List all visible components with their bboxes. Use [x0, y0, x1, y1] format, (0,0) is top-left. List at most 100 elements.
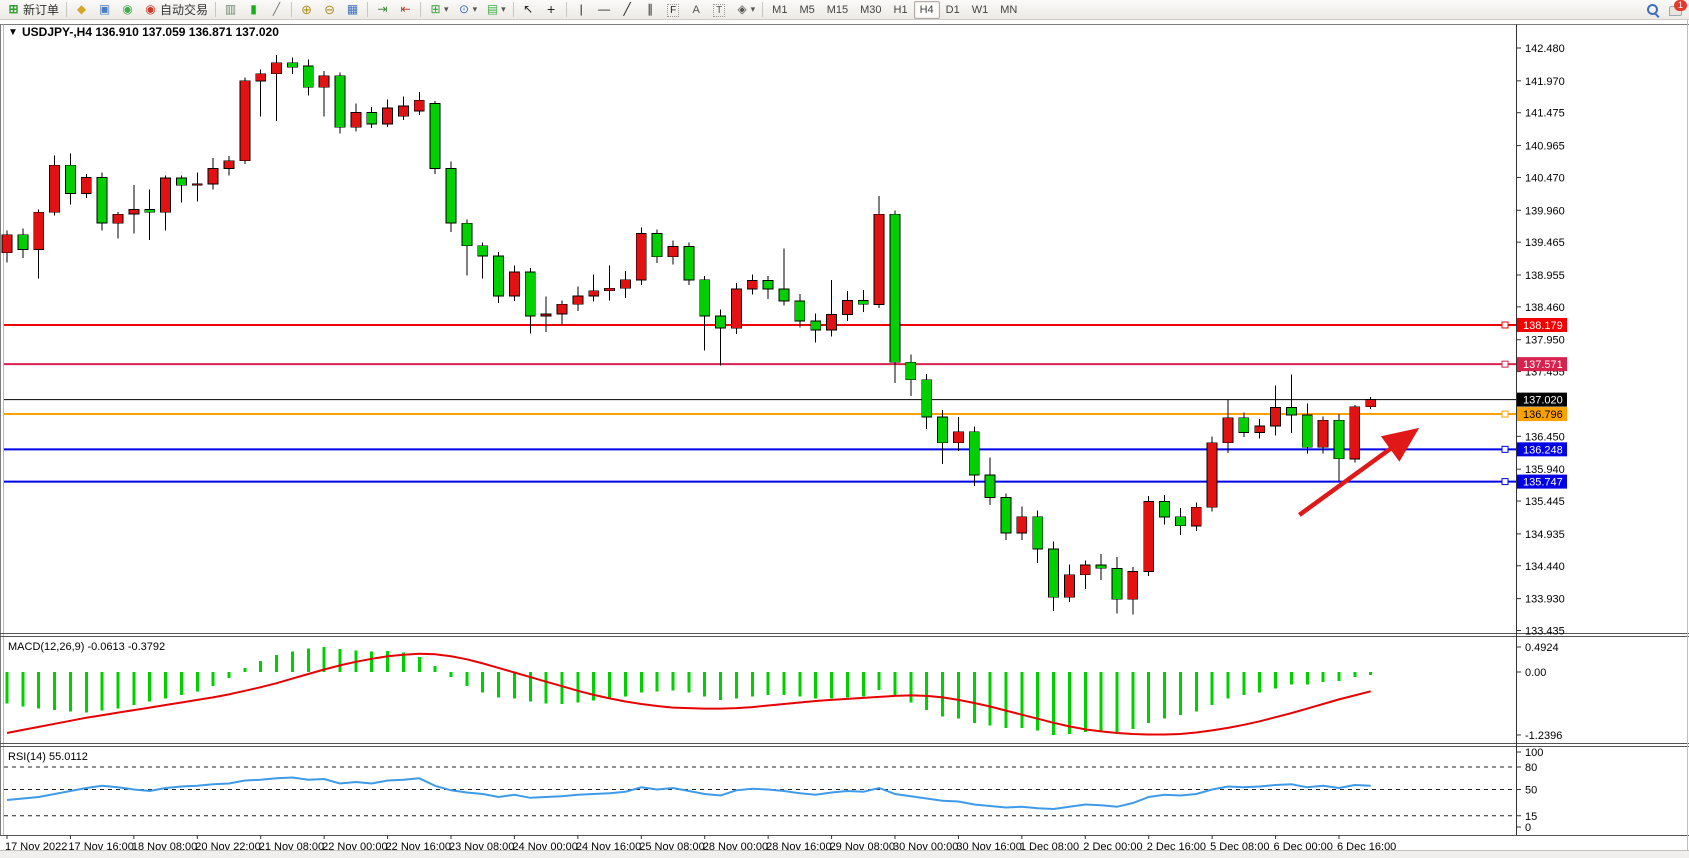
search-button[interactable] [1641, 0, 1664, 20]
new-order-button[interactable]: 新订单 [2, 0, 63, 20]
macd-label: MACD(12,26,9) -0.0613 -0.3792 [8, 641, 165, 653]
horizontal-level-lines[interactable] [4, 321, 1516, 486]
zoom-in-button[interactable] [295, 0, 318, 20]
toolbar-separator [291, 2, 293, 17]
autotrading-button[interactable]: 自动交易 [139, 0, 212, 20]
hline-handle[interactable] [1501, 410, 1509, 418]
chevron-down-icon[interactable]: ▾ [444, 4, 449, 14]
chart-svg[interactable]: ▼ USDJPY-,H4 136.910 137.059 136.871 137.… [0, 20, 1689, 858]
trend-arrow-annotation[interactable] [1298, 427, 1420, 517]
hline-handle[interactable] [1501, 321, 1509, 329]
timeframe-h1[interactable]: H1 [893, 3, 908, 16]
hline-handle[interactable] [1501, 360, 1509, 368]
bar-chart-button[interactable] [219, 0, 242, 20]
timeframe-m5[interactable]: M5 [799, 3, 815, 16]
price-axis: 142.480 141.970 141.475 140.965 140.470 139.9… [1516, 24, 1567, 835]
svg-text:-1.2396: -1.2396 [1525, 730, 1562, 742]
price-badge [1517, 407, 1567, 422]
svg-text:138.460: 138.460 [1525, 302, 1565, 314]
autotrade-icon [143, 2, 158, 17]
text-label-button[interactable] [708, 0, 731, 20]
price-badge [1517, 442, 1567, 457]
zoom-in-icon [299, 2, 314, 17]
arrows-button[interactable]: ▾ [731, 0, 760, 20]
horizontal-line-button[interactable] [593, 0, 616, 20]
svg-text:139.960: 139.960 [1525, 205, 1565, 217]
timeframe-m1[interactable]: M1 [772, 3, 788, 16]
candles-icon [246, 2, 261, 17]
svg-text:136.450: 136.450 [1525, 431, 1565, 443]
pane-frames [0, 20, 1689, 858]
hline-handle[interactable] [1501, 445, 1509, 453]
svg-text:135.445: 135.445 [1525, 496, 1565, 508]
headset-icon [120, 2, 135, 17]
new-chart-button[interactable]: ▾ [424, 0, 453, 20]
styler-button[interactable] [70, 0, 93, 20]
timeframe-m30[interactable]: M30 [860, 3, 882, 16]
crosshair-button[interactable] [540, 0, 563, 20]
zoom-out-button[interactable] [318, 0, 341, 20]
trendline-button[interactable] [616, 0, 639, 20]
fibonacci-button[interactable] [662, 0, 685, 20]
community-button[interactable] [116, 0, 139, 20]
svg-text:0.4924: 0.4924 [1525, 642, 1559, 654]
price-badge [1517, 317, 1567, 332]
timeframe-w1[interactable]: W1 [971, 3, 989, 16]
macd-signal-line [6, 652, 1371, 736]
price-badge-label: 138.179 [1523, 320, 1563, 332]
chart-window[interactable]: ▼ USDJPY-,H4 136.910 137.059 136.871 137.… [0, 20, 1689, 858]
chevron-down-icon[interactable]: ▾ [472, 4, 478, 14]
svg-text:141.970: 141.970 [1525, 76, 1565, 88]
hline-handle[interactable] [1501, 478, 1509, 486]
svg-text:140.470: 140.470 [1525, 172, 1565, 184]
price-badge [1517, 392, 1567, 407]
tile-windows-button[interactable] [341, 0, 364, 20]
chevron-down-icon[interactable]: ▾ [750, 4, 756, 14]
svg-text:133.930: 133.930 [1525, 594, 1565, 606]
clock-icon [457, 2, 472, 17]
monitor-icon [97, 2, 112, 17]
chart-shift-button[interactable] [371, 0, 394, 20]
rsi-pane: RSI(14) 55.0112 100 80 50 150 [4, 747, 1543, 834]
svg-text:0: 0 [1525, 822, 1531, 834]
indicator-icon [485, 2, 500, 17]
chevron-down-icon[interactable]: ▾ [501, 4, 506, 14]
timeframe-mn[interactable]: MN [1000, 3, 1018, 16]
price-badge-label: 137.571 [1523, 359, 1563, 371]
svg-text:134.935: 134.935 [1525, 529, 1565, 541]
svg-text:139.465: 139.465 [1525, 237, 1565, 249]
notifications-button[interactable]: 1 [1664, 0, 1687, 20]
profiles-button[interactable]: ▾ [453, 0, 482, 20]
candlestick-chart-button[interactable] [242, 0, 265, 20]
candles [1, 55, 1377, 615]
line-chart-button[interactable] [265, 0, 288, 20]
new-order-button-label: 新订单 [23, 3, 60, 17]
symbol-dropdown-icon[interactable]: ▼ [8, 27, 18, 38]
tiles-icon [345, 2, 360, 17]
svg-text:0.00: 0.00 [1525, 667, 1546, 679]
rsi-label: RSI(14) 55.0112 [8, 751, 88, 763]
toolbar-separator [215, 2, 217, 17]
crosshair-icon [544, 2, 559, 17]
new-chart-icon [428, 2, 443, 17]
timeframe-d1[interactable]: D1 [945, 3, 960, 16]
cursor-icon [521, 2, 536, 17]
vline-icon [574, 2, 589, 17]
timeframe-m15[interactable]: M15 [826, 3, 849, 16]
auto-scroll-button[interactable] [394, 0, 417, 20]
text-button[interactable] [685, 0, 708, 20]
timeframe-h4[interactable]: H4 [913, 0, 940, 19]
toolbar-separator [512, 2, 514, 17]
equidistant-channel-button[interactable] [639, 0, 662, 20]
vertical-line-button[interactable] [570, 0, 593, 20]
price-badge-label: 136.248 [1523, 444, 1563, 456]
svg-text:137.950: 137.950 [1525, 335, 1565, 347]
shift-icon [375, 2, 390, 17]
autotrading-button-label: 自动交易 [160, 3, 209, 17]
cursor-button[interactable] [517, 0, 540, 20]
svg-text:50: 50 [1525, 785, 1537, 797]
template-button[interactable]: ▾ [481, 0, 510, 20]
zoom-out-icon [322, 2, 337, 17]
terminal-button[interactable] [93, 0, 116, 20]
svg-text:135.940: 135.940 [1525, 464, 1565, 476]
